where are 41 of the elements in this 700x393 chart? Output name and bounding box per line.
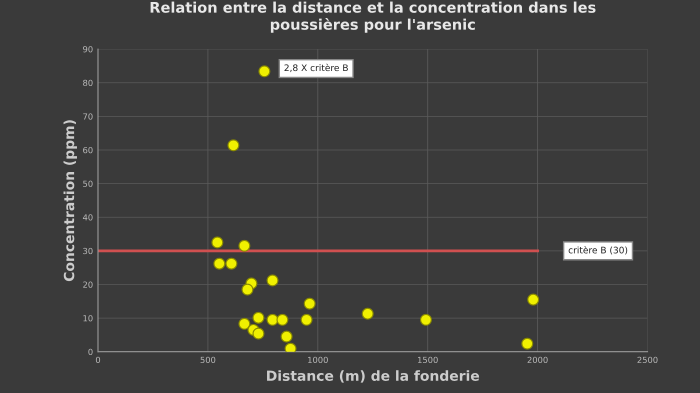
point bbox=[521, 338, 534, 350]
point bbox=[527, 294, 540, 306]
y-tick-label: 10 bbox=[83, 315, 93, 322]
point bbox=[238, 318, 250, 330]
y-tick-label: 30 bbox=[83, 248, 93, 254]
y-tick-label: 50 bbox=[83, 180, 93, 187]
point bbox=[266, 314, 278, 326]
x-tick-label: 1500 bbox=[418, 356, 438, 364]
point bbox=[227, 139, 240, 152]
x-tick-label: 500 bbox=[200, 356, 216, 364]
x-tick-label: 1000 bbox=[308, 356, 328, 364]
annotation: 2,8 X critère B bbox=[284, 64, 348, 72]
x-tick-label: 0 bbox=[96, 356, 100, 364]
point bbox=[276, 314, 288, 326]
x-axis-title: Distance (m) de la fonderie bbox=[267, 370, 480, 383]
annotation: critère B (30) bbox=[568, 246, 628, 255]
point bbox=[242, 284, 254, 296]
y-tick-label: 40 bbox=[82, 214, 93, 221]
y-tick-label: 90 bbox=[83, 46, 93, 52]
y-tick-label: 80 bbox=[83, 80, 93, 86]
point bbox=[258, 65, 270, 78]
y-tick-label: 20 bbox=[83, 281, 93, 288]
point bbox=[362, 308, 374, 320]
y-tick-label: 0 bbox=[88, 348, 93, 356]
point bbox=[280, 330, 293, 343]
y-tick-label: 70 bbox=[83, 113, 93, 120]
point bbox=[420, 314, 432, 326]
point bbox=[252, 328, 264, 340]
point bbox=[225, 258, 238, 270]
point bbox=[300, 314, 313, 326]
point bbox=[211, 236, 224, 248]
point bbox=[304, 298, 316, 310]
y-axis-title: Concentration (ppm) bbox=[64, 120, 77, 282]
y-tick-label: 60 bbox=[83, 146, 93, 154]
point bbox=[238, 240, 250, 252]
point bbox=[213, 258, 226, 270]
x-tick-label: 2500 bbox=[638, 356, 658, 364]
x-tick-label: 2000 bbox=[528, 356, 548, 364]
point bbox=[252, 312, 264, 324]
chart-title: Relation entre la distance et la concentration dans les poussières pour l'arsenic bbox=[150, 2, 596, 33]
point bbox=[266, 274, 278, 286]
